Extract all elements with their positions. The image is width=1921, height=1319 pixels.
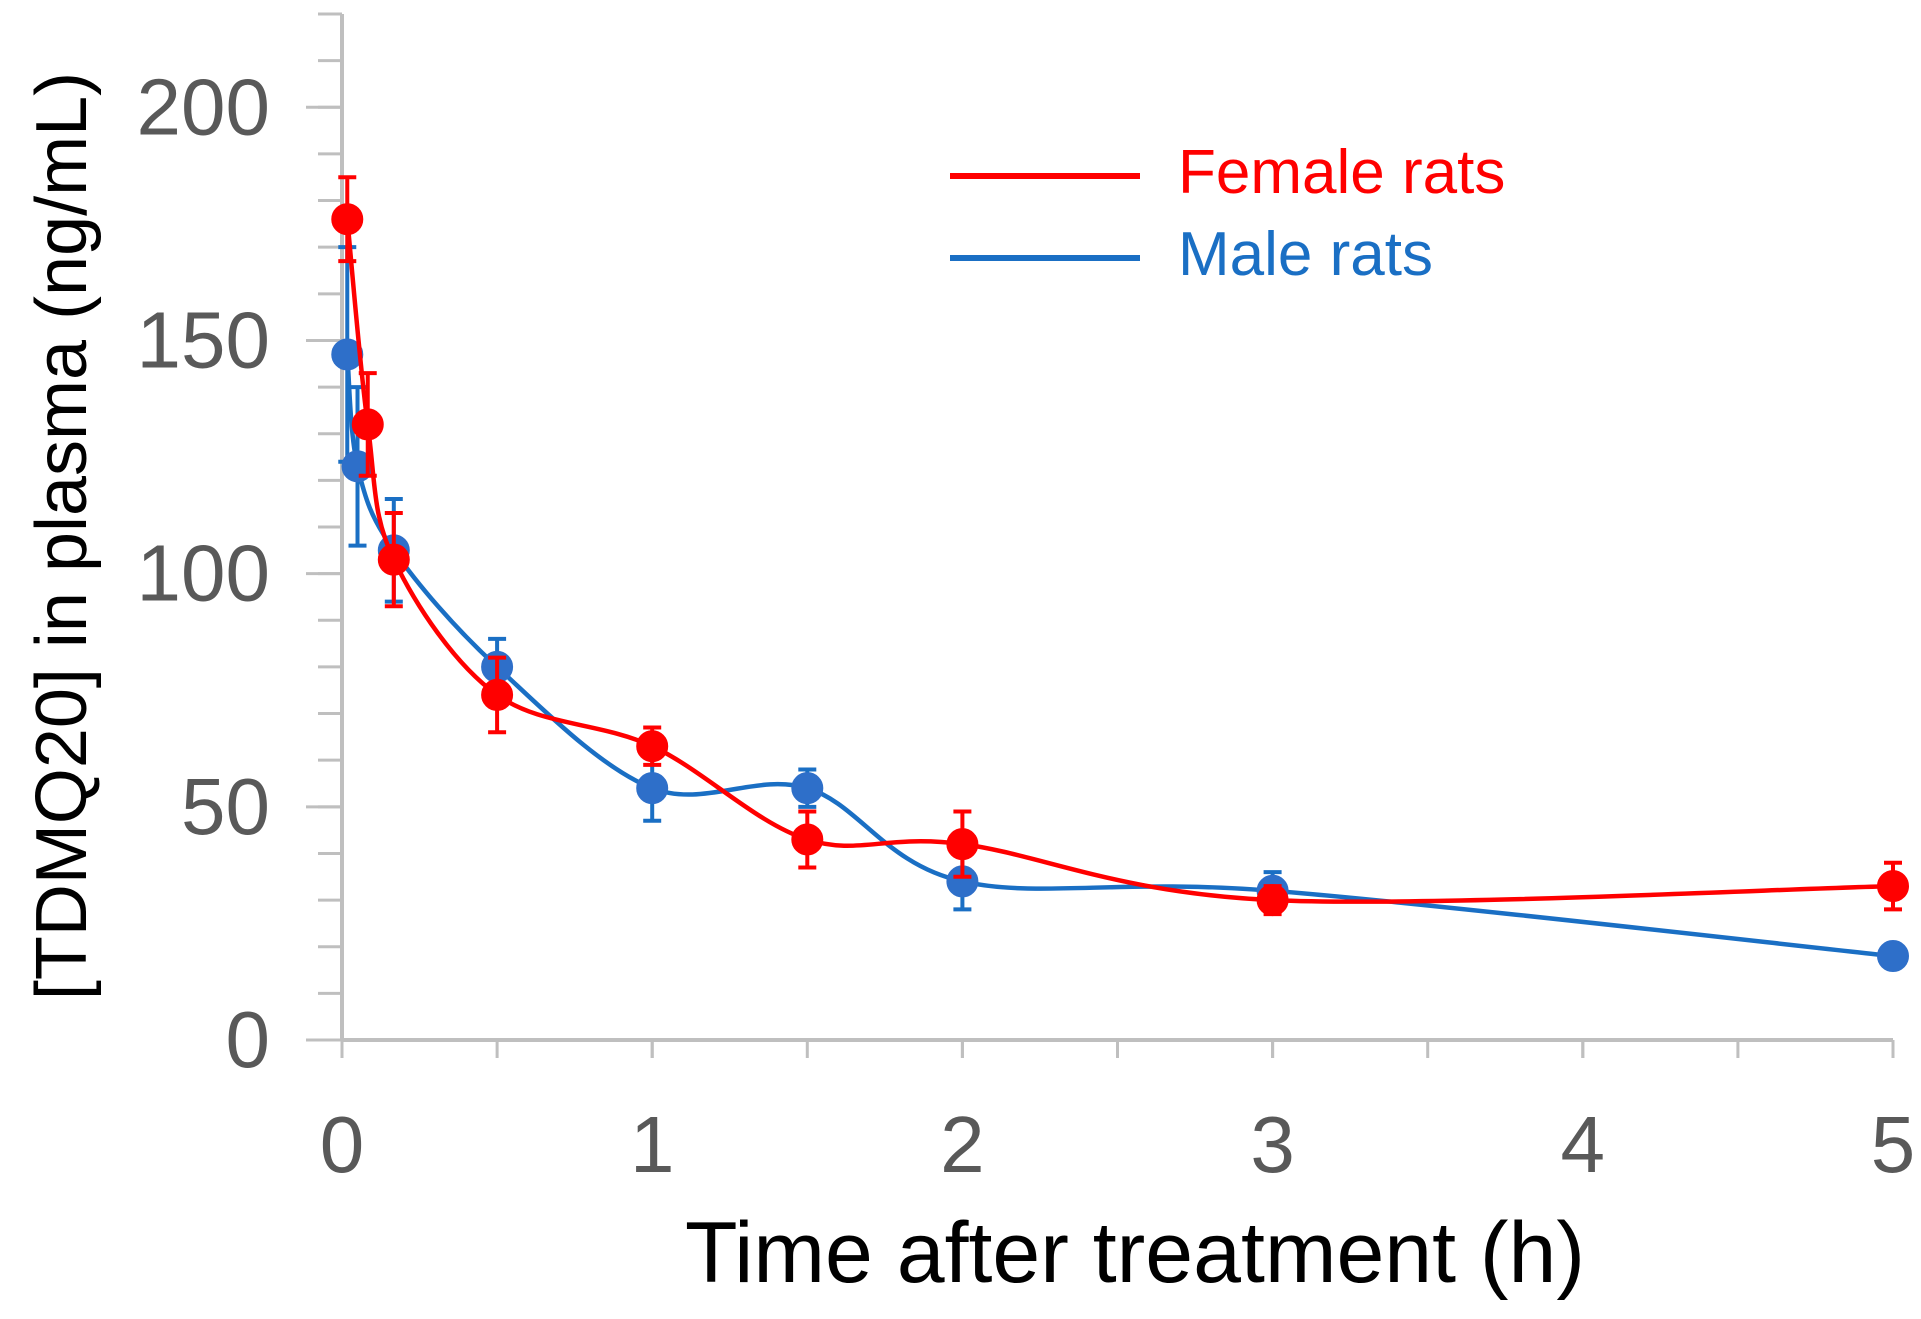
y-axis-title: [TDMQ20] in plasma (ng/mL) [22,72,102,1000]
x-tick-label: 1 [630,1100,675,1189]
x-tick-label: 2 [940,1100,985,1189]
data-point-male [636,772,669,805]
y-tick-label: 100 [137,529,270,618]
series-line-male [345,354,1894,959]
series-male [331,245,1909,973]
legend-label-female: Female rats [1178,138,1505,207]
y-tick-label: 50 [181,762,270,851]
series-line-female [345,218,1894,904]
data-point-female [351,408,384,441]
y-tick-label: 150 [137,295,270,384]
data-point-male [791,772,824,805]
data-point-female [481,678,514,711]
data-point-male [331,338,364,371]
x-tick-label: 3 [1250,1100,1295,1189]
series-female [331,175,1909,917]
data-point-female [791,823,824,856]
data-point-female [946,828,979,861]
axes-layer: 0 50 100 150 200 0 1 2 3 4 5 [137,12,1916,1189]
data-point-female [636,730,669,763]
data-point-female [1256,884,1289,917]
data-point-female [331,203,364,236]
x-tick-label: 4 [1561,1100,1606,1189]
legend-label-male: Male rats [1178,220,1433,289]
x-axis-title: Time after treatment (h) [685,1205,1585,1301]
legend: Female rats Male rats [950,138,1505,289]
series-layer [331,175,1909,973]
data-point-female [1877,870,1909,903]
x-tick-label: 5 [1871,1100,1916,1189]
y-tick-label: 200 [137,62,270,151]
data-point-male [1877,940,1909,973]
data-point-female [377,543,410,576]
y-tick-label: 0 [226,995,271,1084]
x-tick-label: 0 [320,1100,365,1189]
